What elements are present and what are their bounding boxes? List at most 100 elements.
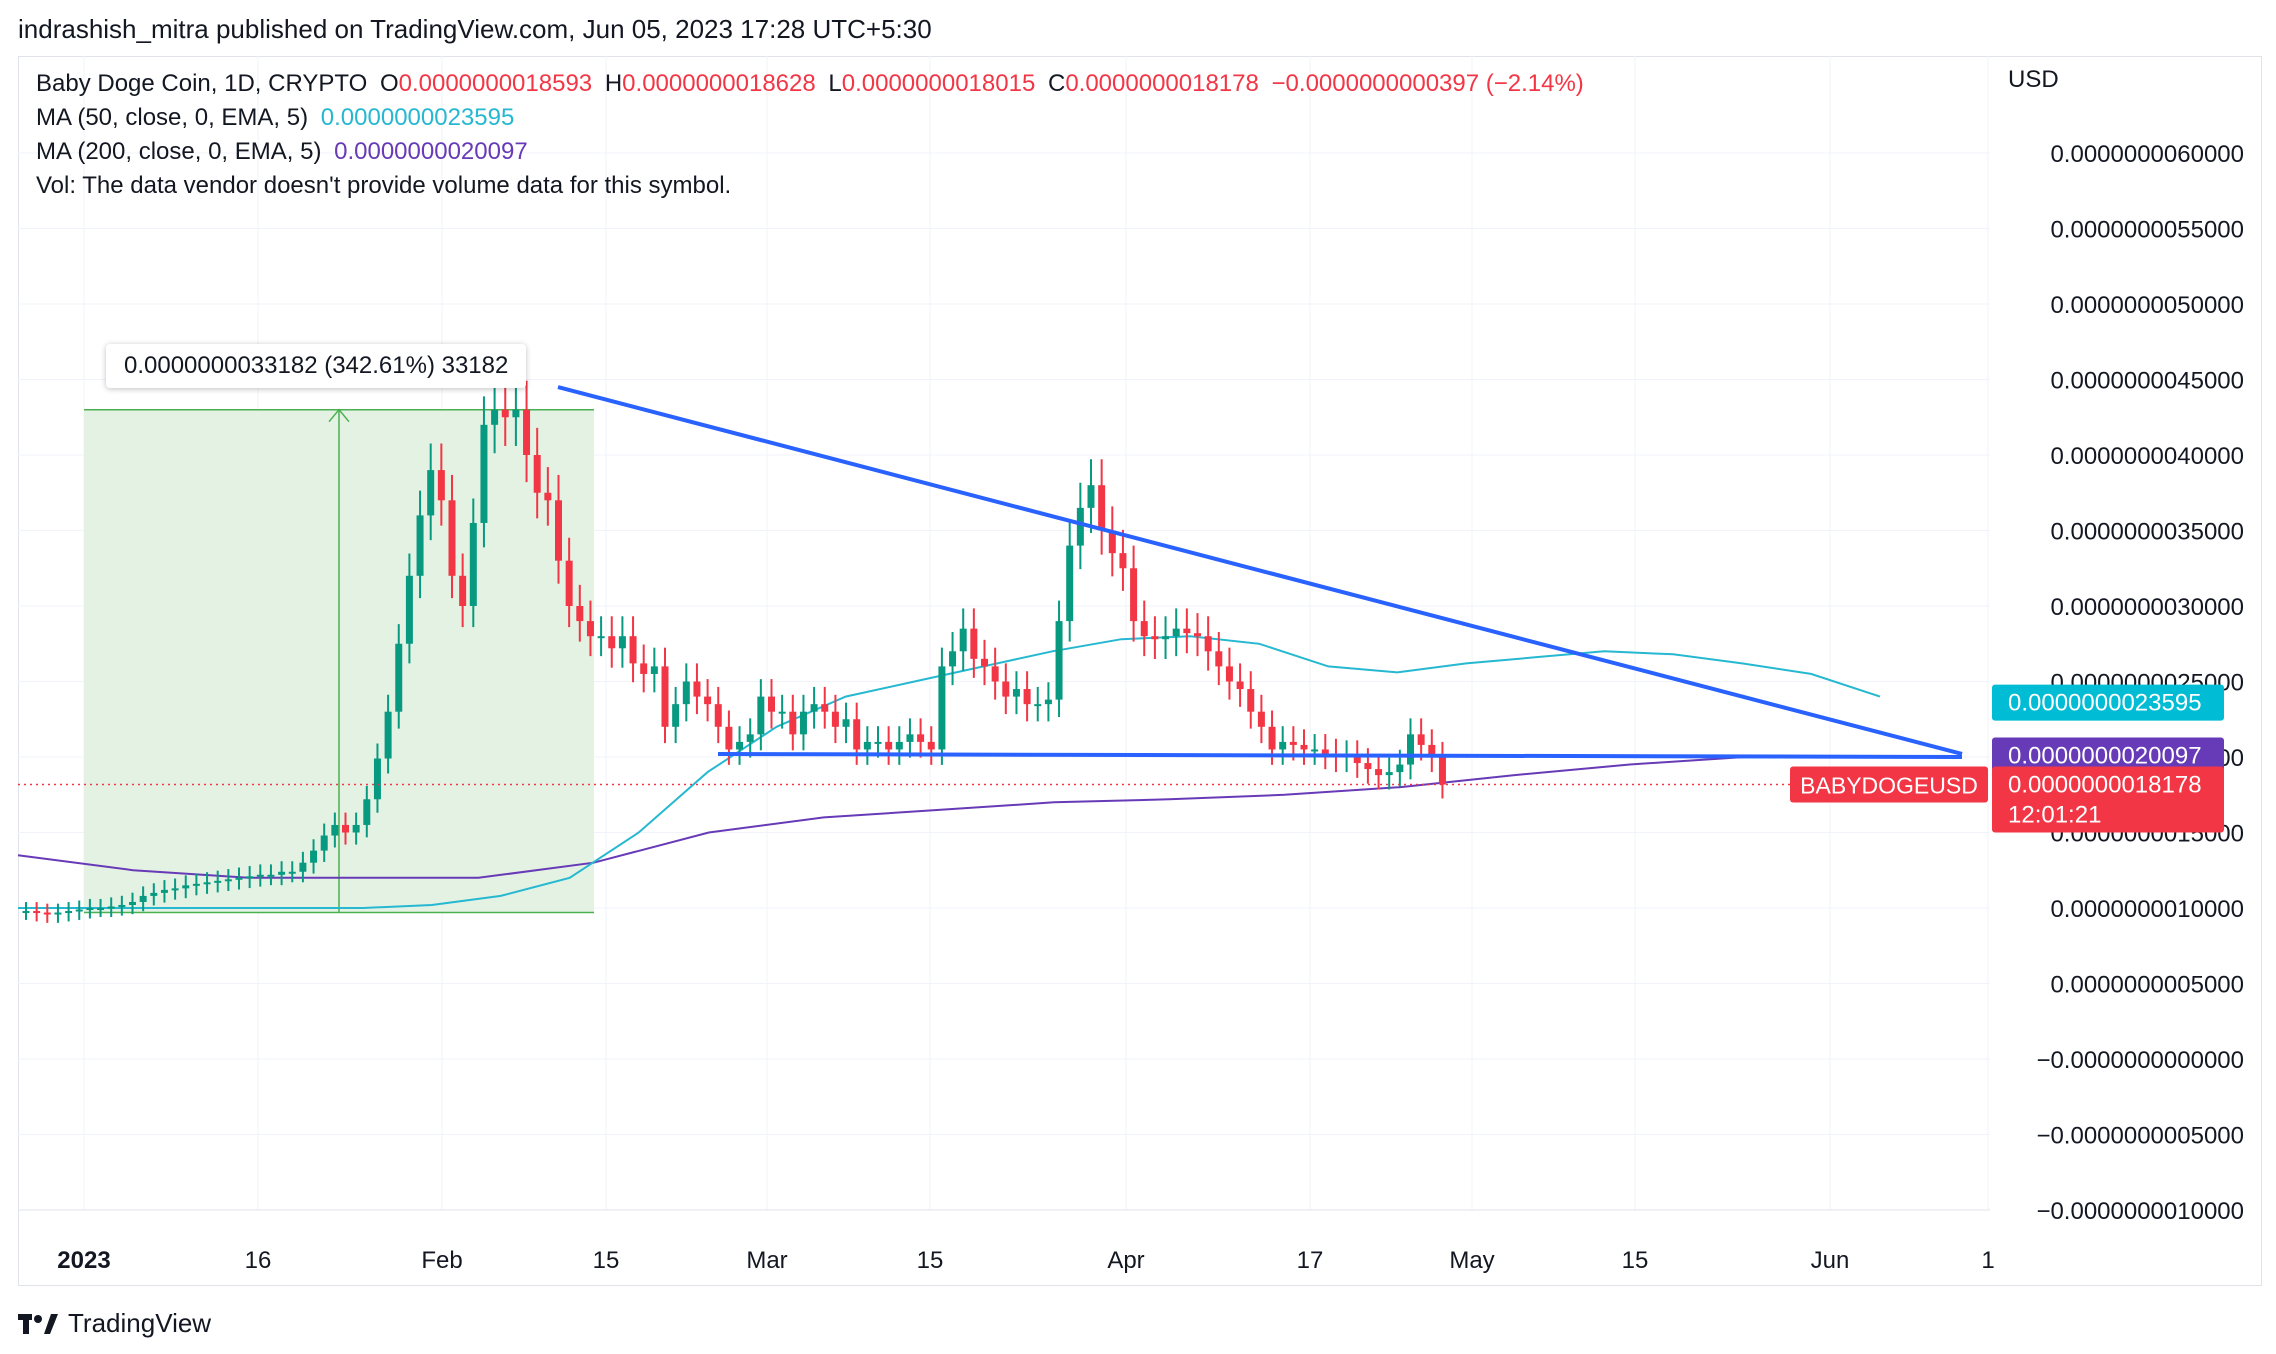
candle-body (256, 874, 264, 877)
last-price-tag-text: 0.0000000018178 (2008, 772, 2202, 799)
candle-body (565, 560, 573, 606)
candle-body (459, 575, 467, 606)
candle (831, 694, 839, 744)
candle (640, 644, 648, 693)
candle (629, 616, 637, 683)
candle-body (97, 908, 105, 910)
y-tick-label: −0.0000000005000 (2036, 1123, 2244, 1150)
ma200-line (17, 756, 1860, 879)
candle (437, 443, 445, 526)
candle (906, 718, 914, 758)
candle (1119, 529, 1127, 591)
candle-body (1130, 568, 1138, 622)
candle (1300, 729, 1308, 765)
candle (927, 726, 935, 765)
x-tick-label: 16 (245, 1247, 272, 1274)
candle (1247, 671, 1255, 729)
candle-body (373, 758, 381, 800)
candle (917, 718, 925, 758)
candle-body (1407, 734, 1414, 765)
candle-body (1034, 704, 1042, 707)
x-tick-label: Apr (1107, 1247, 1144, 1274)
ma50-line (18, 635, 1881, 909)
candle (299, 851, 307, 883)
chart-frame (18, 56, 2262, 1286)
candle-body (320, 835, 328, 851)
candle-body (395, 643, 403, 712)
candle (981, 639, 988, 686)
candle-body (949, 651, 957, 667)
candle (576, 584, 584, 642)
candle (1385, 757, 1393, 790)
candle-body (842, 719, 850, 727)
legend-ma200-row: MA (200, close, 0, EMA, 5) 0.00000000200… (36, 138, 534, 166)
candle-body (1151, 636, 1159, 640)
candle (768, 679, 775, 729)
support-line (717, 751, 1963, 759)
candle (1034, 686, 1042, 722)
last-price-tag: 0.0000000018178 12:01:21 (1992, 766, 2224, 833)
candle-body (75, 909, 83, 912)
footer[interactable]: TradingView (18, 1308, 211, 1339)
candle-body (310, 850, 318, 863)
candle (256, 864, 264, 887)
candle (810, 686, 818, 729)
candle (1162, 616, 1170, 660)
y-tick-label: 0.0000000035000 (2050, 519, 2244, 546)
candle (533, 427, 541, 519)
candle (565, 537, 573, 628)
candle-body (1194, 633, 1201, 637)
candle-body (523, 409, 531, 455)
candle-body (853, 719, 861, 750)
y-axis: 0.0000000060000 0.0000000055000 0.00000000… (2036, 141, 2244, 1225)
x-tick-label: Jun (1811, 1247, 1850, 1274)
candle (1428, 729, 1436, 773)
candle (395, 624, 403, 729)
candle (1353, 740, 1361, 778)
candle (597, 616, 605, 657)
candle (43, 903, 51, 923)
legend-open-value: 0.0000000018593 (398, 70, 593, 97)
candle-body (384, 711, 392, 759)
ma200-path (17, 756, 1860, 879)
candle (310, 839, 318, 874)
candle (320, 823, 328, 862)
candle (107, 897, 115, 918)
candle-body (224, 879, 232, 882)
candle-body (214, 880, 222, 883)
candle-body (1055, 621, 1063, 700)
candle (959, 608, 967, 671)
symbol-tag-bg (1790, 766, 1988, 803)
x-tick-label: Feb (421, 1247, 462, 1274)
candle-body (1204, 636, 1212, 652)
measure-tool (84, 408, 594, 914)
candle (267, 864, 275, 886)
candle (938, 647, 946, 765)
candle-body (1098, 485, 1106, 531)
candle (1076, 482, 1084, 570)
candle (544, 467, 552, 526)
candle (608, 616, 616, 668)
candle (1364, 748, 1372, 784)
candle (586, 600, 594, 657)
legend-open-label: O (379, 70, 399, 97)
candle-body (1289, 741, 1297, 745)
candle-body (885, 741, 893, 750)
candle (618, 616, 626, 668)
candle (970, 608, 978, 678)
candle (736, 726, 744, 765)
upper-trendline (557, 385, 1963, 756)
candle (246, 865, 254, 889)
candle-body (789, 711, 797, 735)
candle-body (693, 681, 701, 697)
candle-body (1066, 545, 1074, 622)
candle-body (672, 704, 680, 727)
candle (949, 631, 957, 686)
candle (746, 718, 754, 758)
axis-currency-label: USD (2008, 66, 2059, 93)
candle-body (352, 824, 360, 833)
y-tick-label: 0.0000000060000 (2050, 141, 2244, 168)
candle (1311, 734, 1319, 765)
legend-symbol: Baby Doge Coin, 1D, CRYPTO (36, 70, 368, 97)
